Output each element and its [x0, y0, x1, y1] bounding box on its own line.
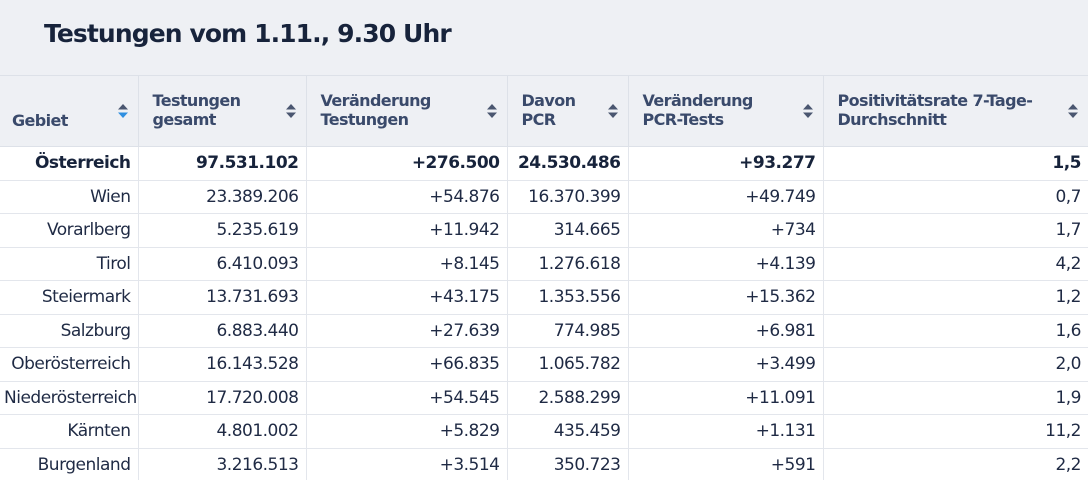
sort-arrows-icon[interactable]	[1067, 101, 1079, 121]
value-cell: +15.362	[627, 280, 823, 315]
region-cell: Burgenland	[0, 448, 138, 480]
column-header-label: Gebiet	[12, 111, 68, 130]
value-cell: +734	[627, 213, 823, 248]
column-header-label: Veränderung PCR-Tests	[642, 91, 754, 129]
column-header[interactable]: Davon PCR	[506, 75, 628, 147]
value-cell: 97.531.102	[137, 146, 306, 181]
region-cell: Wien	[0, 180, 138, 214]
table-row: Salzburg 6.883.440 +27.639 774.985 +6.981 1,6	[0, 314, 1088, 348]
value-cell: 1,2	[822, 280, 1088, 315]
region-cell: Niederösterreich	[0, 381, 138, 415]
table-row: Tirol 6.410.093 +8.145 1.276.618 +4.139 4,2	[0, 247, 1088, 281]
value-cell: 2,0	[822, 347, 1088, 382]
value-cell: +54.545	[305, 381, 507, 415]
value-cell: 3.216.513	[137, 448, 306, 480]
sort-arrows-icon[interactable]	[607, 101, 619, 121]
region-cell: Österreich	[0, 146, 138, 181]
value-cell: +1.131	[627, 414, 823, 449]
column-header[interactable]: Gebiet	[0, 75, 138, 147]
sort-arrows-icon[interactable]	[117, 101, 129, 121]
table-row: Steiermark 13.731.693 +43.175 1.353.556 +15.…	[0, 280, 1088, 315]
table-row: Österreich 97.531.102 +276.500 24.530.486 +9…	[0, 146, 1088, 181]
value-cell: 1,5	[822, 146, 1088, 181]
sort-arrows-icon[interactable]	[285, 101, 297, 121]
column-header-label: Davon PCR	[521, 91, 577, 129]
region-cell: Tirol	[0, 247, 138, 281]
table-row: Niederösterreich 17.720.008 +54.545 2.588.2…	[0, 381, 1088, 415]
value-cell: +3.514	[305, 448, 507, 480]
value-cell: 314.665	[506, 213, 628, 248]
column-header[interactable]: Positivitätsrate 7-Tage-Durchschnitt	[822, 75, 1088, 147]
table-header-row: Gebiet Testungen gesamt Veränderung Testun…	[0, 75, 1088, 147]
table-body: Österreich 97.531.102 +276.500 24.530.486 +9…	[0, 146, 1088, 480]
value-cell: 0,7	[822, 180, 1088, 214]
value-cell: +49.749	[627, 180, 823, 214]
value-cell: +591	[627, 448, 823, 480]
region-cell: Kärnten	[0, 414, 138, 449]
value-cell: +54.876	[305, 180, 507, 214]
value-cell: 1.276.618	[506, 247, 628, 281]
value-cell: +66.835	[305, 347, 507, 382]
column-header[interactable]: Veränderung PCR-Tests	[627, 75, 823, 147]
value-cell: +4.139	[627, 247, 823, 281]
column-header-label: Testungen gesamt	[152, 91, 241, 129]
sort-arrows-icon[interactable]	[802, 101, 814, 121]
value-cell: 2,2	[822, 448, 1088, 480]
value-cell: +276.500	[305, 146, 507, 181]
value-cell: 1,6	[822, 314, 1088, 348]
region-cell: Vorarlberg	[0, 213, 138, 248]
data-table: Gebiet Testungen gesamt Veränderung Testun…	[0, 75, 1088, 480]
value-cell: 5.235.619	[137, 213, 306, 248]
table-row: Vorarlberg 5.235.619 +11.942 314.665 +734 1,7	[0, 213, 1088, 248]
value-cell: 6.410.093	[137, 247, 306, 281]
table-row: Burgenland 3.216.513 +3.514 350.723 +591 2,2	[0, 448, 1088, 480]
value-cell: +3.499	[627, 347, 823, 382]
value-cell: +11.942	[305, 213, 507, 248]
region-cell: Oberösterreich	[0, 347, 138, 382]
column-header[interactable]: Testungen gesamt	[137, 75, 306, 147]
value-cell: 16.143.528	[137, 347, 306, 382]
value-cell: 1,9	[822, 381, 1088, 415]
value-cell: 1.353.556	[506, 280, 628, 315]
column-header-label: Veränderung Testungen	[320, 91, 432, 129]
value-cell: 4.801.002	[137, 414, 306, 449]
value-cell: +5.829	[305, 414, 507, 449]
value-cell: 24.530.486	[506, 146, 628, 181]
table-row: Wien 23.389.206 +54.876 16.370.399 +49.749 0,…	[0, 180, 1088, 214]
value-cell: 17.720.008	[137, 381, 306, 415]
value-cell: 1,7	[822, 213, 1088, 248]
value-cell: +27.639	[305, 314, 507, 348]
value-cell: 2.588.299	[506, 381, 628, 415]
value-cell: 4,2	[822, 247, 1088, 281]
column-header[interactable]: Veränderung Testungen	[305, 75, 507, 147]
column-header-label: Positivitätsrate 7-Tage-Durchschnitt	[837, 91, 1033, 129]
value-cell: 350.723	[506, 448, 628, 480]
region-cell: Salzburg	[0, 314, 138, 348]
value-cell: +11.091	[627, 381, 823, 415]
value-cell: 774.985	[506, 314, 628, 348]
page-title: Testungen vom 1.11., 9.30 Uhr	[44, 19, 452, 48]
value-cell: 16.370.399	[506, 180, 628, 214]
value-cell: 435.459	[506, 414, 628, 449]
title-bar: Testungen vom 1.11., 9.30 Uhr	[0, 0, 1088, 75]
table-row: Oberösterreich 16.143.528 +66.835 1.065.782…	[0, 347, 1088, 382]
value-cell: 13.731.693	[137, 280, 306, 315]
value-cell: +8.145	[305, 247, 507, 281]
value-cell: 11,2	[822, 414, 1088, 449]
region-cell: Steiermark	[0, 280, 138, 315]
table-row: Kärnten 4.801.002 +5.829 435.459 +1.131 11,2	[0, 414, 1088, 449]
sort-arrows-icon[interactable]	[486, 101, 498, 121]
value-cell: +93.277	[627, 146, 823, 181]
value-cell: 1.065.782	[506, 347, 628, 382]
value-cell: 6.883.440	[137, 314, 306, 348]
value-cell: +43.175	[305, 280, 507, 315]
value-cell: 23.389.206	[137, 180, 306, 214]
value-cell: +6.981	[627, 314, 823, 348]
